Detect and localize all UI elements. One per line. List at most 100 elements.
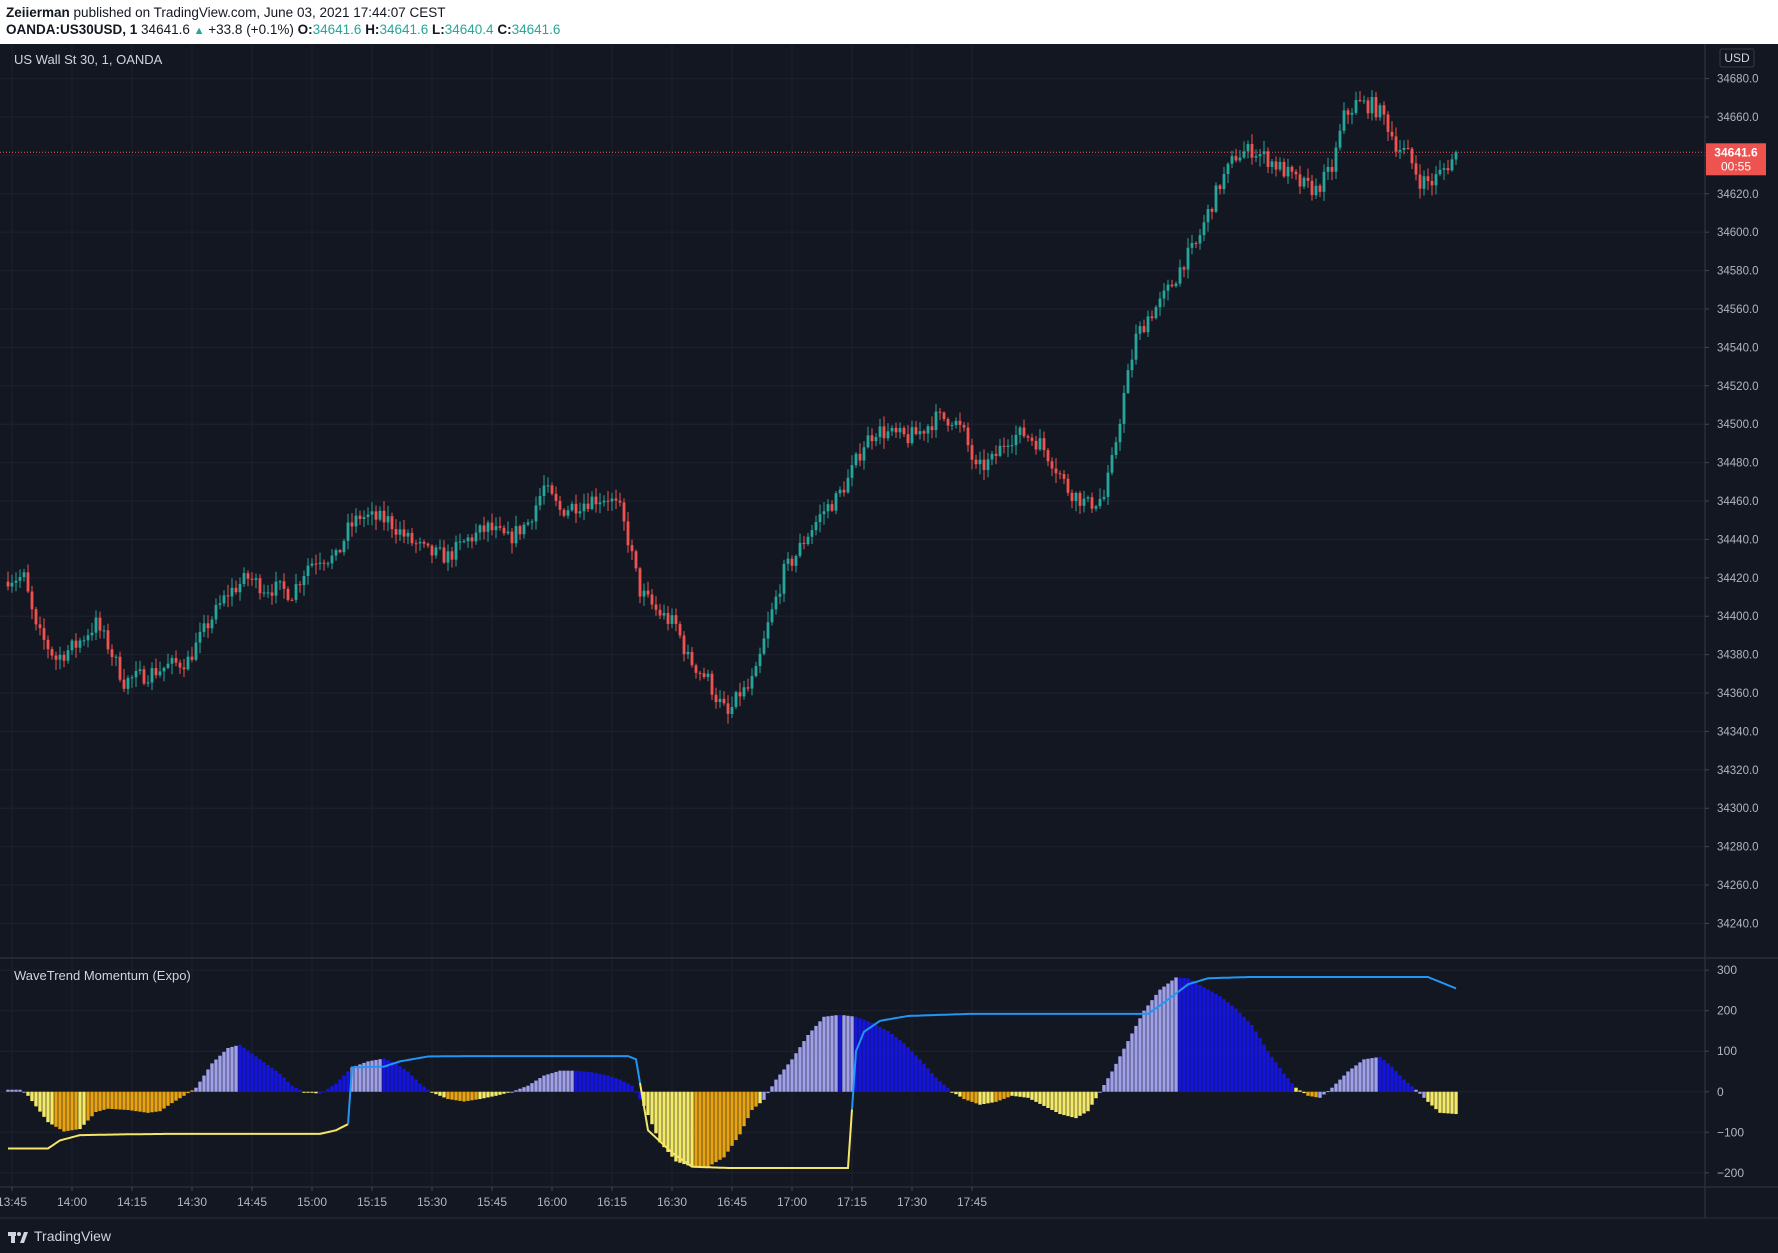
histogram-bar [434, 1091, 438, 1095]
candle-body [1450, 159, 1454, 171]
candle-body [878, 426, 882, 438]
histogram-bar [986, 1091, 990, 1104]
author-name[interactable]: Zeiierman [6, 5, 70, 20]
histogram-bar [1066, 1091, 1070, 1117]
histogram-bar [190, 1090, 194, 1092]
currency-box[interactable] [1719, 48, 1755, 68]
candle-body [378, 510, 382, 520]
histogram-bar [574, 1070, 578, 1092]
histogram-bar [358, 1064, 362, 1092]
candle-body [286, 588, 290, 600]
candle-body [66, 650, 70, 661]
candle-body [1090, 497, 1094, 509]
candle-body [834, 493, 838, 511]
candle-body [854, 453, 858, 466]
histogram-bar [798, 1047, 802, 1092]
histogram-bar [794, 1053, 798, 1092]
histogram-bar [1306, 1091, 1310, 1096]
candle-body [54, 655, 58, 660]
histogram-bar [186, 1091, 190, 1094]
histogram-bar [78, 1091, 82, 1130]
histogram-bar [1070, 1091, 1074, 1118]
histogram-bar [1326, 1091, 1330, 1093]
histogram-bar [726, 1091, 730, 1152]
histogram-bar [822, 1016, 826, 1092]
histogram-bar [46, 1091, 50, 1123]
histogram-bar [326, 1088, 330, 1092]
histogram-bar [1310, 1091, 1314, 1097]
candle-body [1266, 151, 1270, 167]
candle-body [1026, 436, 1030, 438]
histogram-bar [1010, 1091, 1014, 1096]
histogram-bar [166, 1091, 170, 1106]
candle-body [934, 411, 938, 431]
candle-body [774, 596, 778, 610]
price-axis[interactable]: 34240.0 34260.0 34280.0 34300.0 34320.0 34340… [1705, 74, 1759, 931]
histogram-bar [446, 1091, 450, 1100]
histogram-bar [558, 1070, 562, 1092]
time-tick-label: 15:00 [297, 1195, 327, 1209]
symbol-name: OANDA:US30USD, 1 [6, 22, 138, 37]
candle-body [718, 698, 722, 703]
candle-body [1038, 438, 1042, 450]
candle-body [1418, 174, 1422, 189]
candle-body [694, 665, 698, 673]
high-value: 34641.6 [379, 22, 429, 37]
histogram-bar [546, 1074, 550, 1092]
histogram-bar [1246, 1020, 1250, 1092]
histogram-bar [1226, 1002, 1230, 1092]
histogram-bar [1102, 1084, 1106, 1092]
histogram-bar [1142, 1010, 1146, 1092]
candle-body [1386, 114, 1390, 132]
histogram-bar [342, 1075, 346, 1092]
indicator-axis[interactable]: 300 200 100 0 −100 −200 [1705, 963, 1744, 1180]
candle-body [670, 615, 674, 624]
histogram-bar [378, 1059, 382, 1092]
candle-body [1246, 143, 1250, 152]
candle-body [454, 541, 458, 560]
histogram-bar [146, 1091, 150, 1113]
histogram-bar [554, 1071, 558, 1092]
histogram-bar [242, 1047, 246, 1092]
histogram-bar [1454, 1091, 1458, 1115]
histogram-bar [130, 1091, 134, 1111]
candle-body [1006, 445, 1010, 447]
histogram-bar [274, 1070, 278, 1092]
histogram-bar [850, 1016, 854, 1092]
time-tick-label: 16:15 [597, 1195, 627, 1209]
candle-body [710, 673, 714, 695]
candle-body [290, 599, 294, 601]
candle-body [998, 445, 1002, 456]
histogram-bar [594, 1073, 598, 1092]
histogram-bar [478, 1091, 482, 1100]
histogram-bar [758, 1091, 762, 1104]
histogram-bar [682, 1091, 686, 1165]
wavetrend-line-segment [347, 1055, 641, 1125]
histogram-bar [418, 1083, 422, 1092]
candle-body [554, 493, 558, 501]
histogram-bar [318, 1091, 322, 1094]
brand-footer[interactable]: TradingView [8, 1226, 111, 1246]
time-axis[interactable]: 13:45 14:00 14:15 14:30 14:45 15:00 15:15 15:30… [0, 1187, 987, 1209]
candle-body [566, 510, 570, 516]
histogram-bar [598, 1073, 602, 1092]
histogram-bar [202, 1075, 206, 1092]
candle-body [442, 547, 446, 563]
histogram-bar [382, 1058, 386, 1092]
indicator-pane[interactable] [6, 976, 1458, 1169]
candle-body [1002, 445, 1006, 447]
wavetrend-line-segment [851, 976, 1457, 1110]
histogram-bar [1194, 982, 1198, 1092]
histogram-bar [158, 1091, 162, 1112]
histogram-bar [486, 1091, 490, 1098]
price-tick-label: 34680.0 [1717, 74, 1759, 86]
candle-body [46, 639, 50, 650]
candle-body [1102, 496, 1106, 499]
candle-body [10, 582, 14, 587]
candle-body [750, 676, 754, 689]
candle-body [1270, 161, 1274, 167]
candle-body [474, 532, 478, 542]
histogram-bar [142, 1091, 146, 1113]
price-pane[interactable] [0, 90, 1705, 724]
